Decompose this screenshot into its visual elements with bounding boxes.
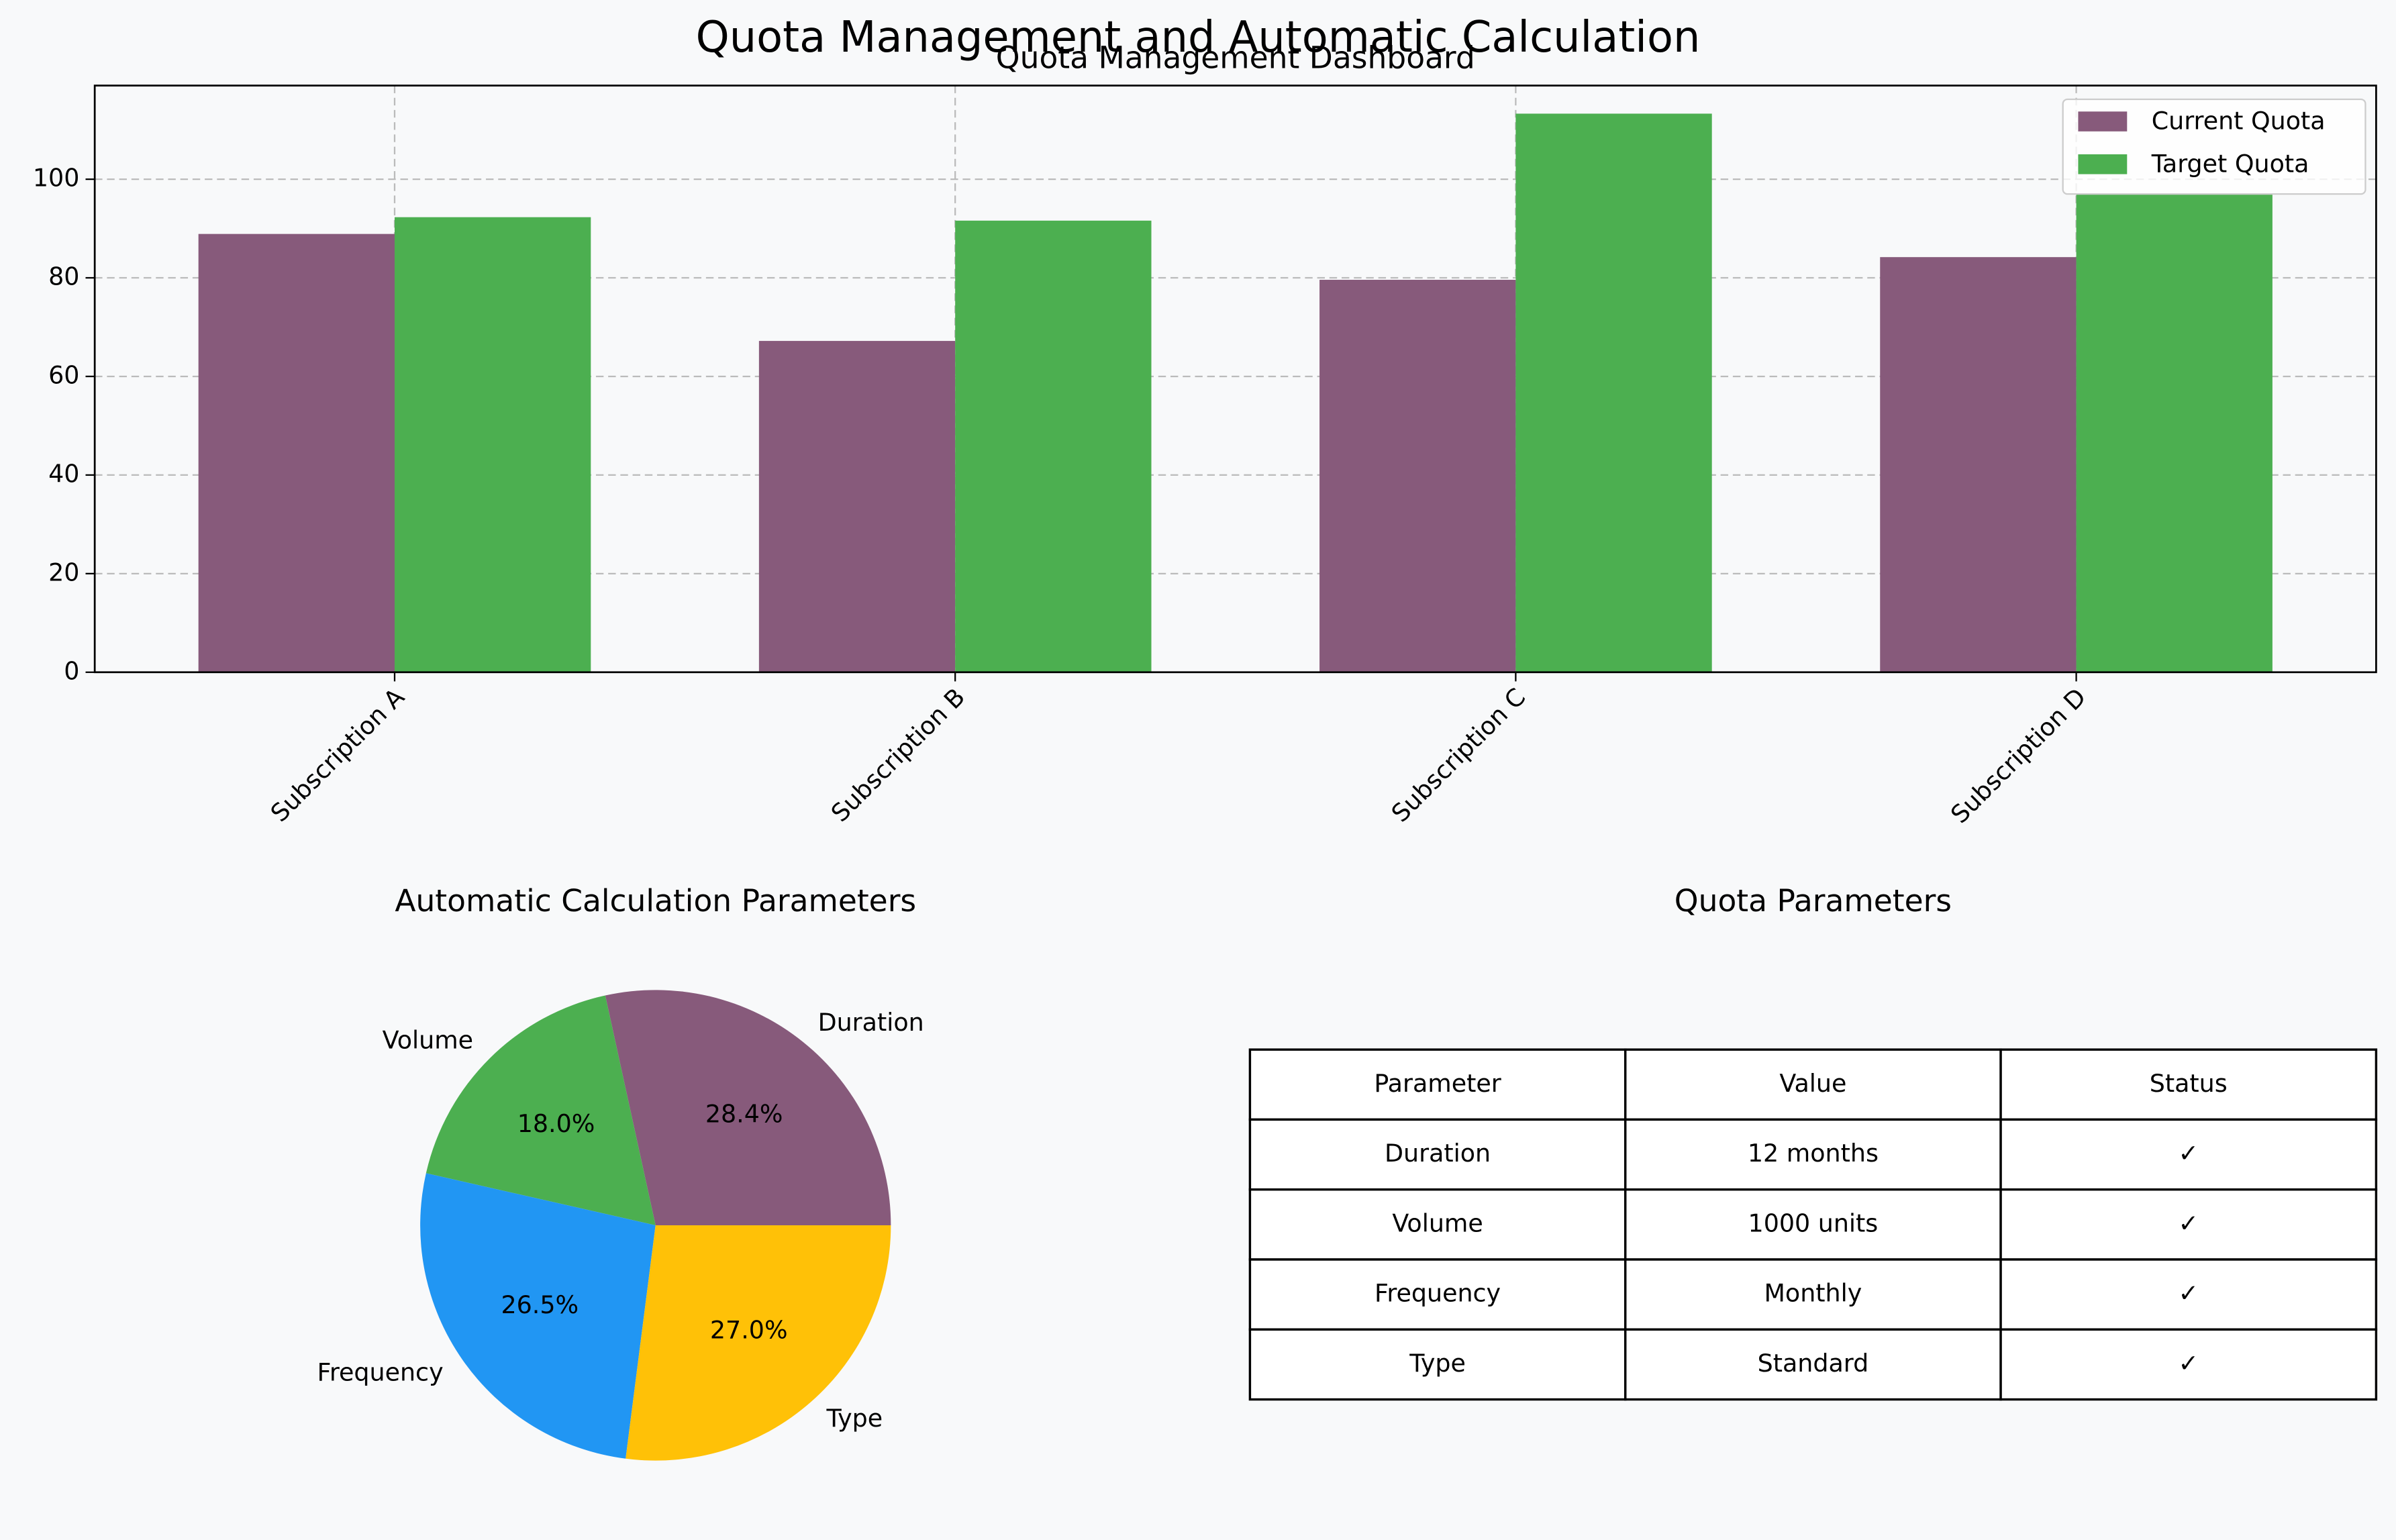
plot-frame [93, 85, 2377, 674]
table-cell [1999, 1118, 2378, 1191]
table-cell [1999, 1188, 2378, 1261]
slice-percent: 28.4% [705, 1100, 783, 1129]
pie-slice [605, 990, 891, 1225]
y-tick-label: 0 [64, 656, 79, 685]
table-cell [1624, 1118, 2002, 1191]
bar [2076, 194, 2273, 672]
legend-swatch [2078, 111, 2128, 132]
slice-label: Volume [383, 1026, 473, 1055]
table-cell [1624, 1048, 2002, 1121]
legend-box [2062, 98, 2366, 195]
y-tick-label: 60 [48, 360, 79, 389]
table-cell-text: ✓ [2178, 1209, 2199, 1237]
table-cell [1248, 1328, 1627, 1401]
bar [1880, 257, 2077, 672]
table-cell-text: 1000 units [1748, 1209, 1879, 1237]
slice-percent: 18.0% [517, 1109, 595, 1138]
table-cell [1248, 1258, 1627, 1331]
table-cell-text: Parameter [1374, 1069, 1501, 1098]
slice-label: Type [826, 1404, 883, 1433]
table-cell-text: Frequency [1375, 1279, 1501, 1308]
table-cell-text: 12 months [1748, 1139, 1879, 1168]
table-cell [1248, 1188, 1627, 1261]
bar [198, 234, 395, 672]
legend-label: Current Quota [2152, 107, 2326, 136]
figure-title: Quota Management and Automatic Calculati… [696, 13, 1701, 62]
table-cell-text: ✓ [2178, 1139, 2199, 1168]
pie-slice [426, 995, 656, 1225]
table-cell-text: Volume [1392, 1209, 1483, 1237]
table-cell-text: Monthly [1764, 1279, 1862, 1308]
slice-label: Frequency [317, 1357, 444, 1386]
table-cell [1999, 1328, 2378, 1401]
table-cell [1624, 1328, 2002, 1401]
table-cell [1999, 1048, 2378, 1121]
bar [394, 217, 591, 672]
chart-title: Automatic Calculation Parameters [395, 883, 916, 919]
bar [1515, 113, 1712, 672]
table-title: Quota Parameters [1675, 883, 1952, 919]
y-tick-label: 20 [48, 558, 79, 586]
y-tick-label: 100 [33, 164, 80, 193]
table-cell-text: Status [2150, 1069, 2228, 1098]
table-cell-text: Standard [1758, 1349, 1869, 1378]
table-cell [1999, 1258, 2378, 1331]
table-cell-text: ✓ [2178, 1279, 2199, 1308]
legend-swatch [2078, 154, 2128, 174]
table-cell [1248, 1048, 1627, 1121]
slice-percent: 27.0% [710, 1315, 788, 1344]
bar [1319, 279, 1516, 672]
table-cell [1248, 1118, 1627, 1191]
bar [955, 220, 1152, 672]
pie-slice [626, 1225, 891, 1461]
y-tick-label: 40 [48, 459, 79, 488]
table-cell-text: Duration [1385, 1139, 1491, 1168]
slice-percent: 26.5% [501, 1290, 579, 1319]
table-cell-text: Value [1779, 1069, 1846, 1098]
table-cell [1624, 1188, 2002, 1261]
legend-label: Target Quota [2151, 149, 2309, 178]
chart-title: Quota Management Dashboard [996, 40, 1475, 75]
y-tick-label: 80 [48, 262, 79, 291]
pie-slice [420, 1173, 656, 1459]
table-cell [1624, 1258, 2002, 1331]
table-cell-text: ✓ [2178, 1349, 2199, 1378]
slice-label: Duration [818, 1008, 924, 1037]
bar [758, 341, 956, 672]
table-cell-text: Type [1409, 1349, 1466, 1378]
